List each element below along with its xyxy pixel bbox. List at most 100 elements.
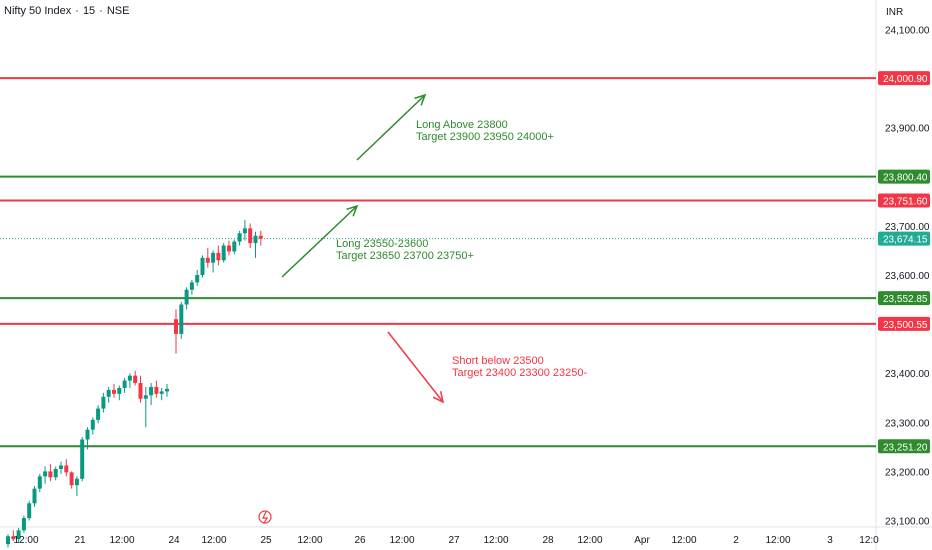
title-separator: · [75, 5, 79, 17]
chart-title: Nifty 50 Index · 15 · NSE [4, 5, 129, 17]
candle-body [6, 536, 10, 545]
level-price-label: 23,251.20 [883, 442, 928, 453]
candle-body [179, 304, 184, 334]
candle-body [237, 233, 242, 242]
candle-body [195, 275, 200, 283]
time-tick-label: 24 [168, 535, 180, 546]
candle-body [90, 419, 95, 430]
candle-body [227, 245, 231, 252]
annotation-text: Long Above 23800 [416, 119, 508, 131]
level-price-tag [878, 291, 930, 306]
candle-body [232, 241, 237, 252]
price-tick-label: 23,100.00 [885, 517, 930, 528]
candle-body [154, 386, 159, 394]
annotation-text: Target 23400 23300 23250- [452, 367, 588, 379]
candle-body [37, 476, 42, 489]
time-tick-label: 28 [542, 535, 554, 546]
time-tick-label: 12:00 [483, 535, 508, 546]
candle-body [96, 408, 101, 420]
price-tick-label: 23,300.00 [885, 418, 930, 429]
exchange: NSE [106, 5, 130, 17]
interval[interactable]: 15 [82, 5, 96, 17]
time-tick-label: 26 [354, 535, 366, 546]
arrow-head [432, 391, 445, 404]
candle-body [59, 465, 63, 469]
candle-body [205, 257, 210, 263]
lightning-icon [262, 511, 269, 524]
time-tick-label: 2 [733, 535, 739, 546]
time-tick-label: 25 [260, 535, 272, 546]
time-axis: 12:00 21 12:00 24 12:00 25 12:00 26 12:00 27 12:00… [13, 510, 879, 546]
candle-body [221, 245, 226, 261]
candle-body [69, 472, 74, 486]
time-tick-label: 12:00 [389, 535, 414, 546]
candle-body [122, 380, 127, 388]
annotation-text: Target 23650 23700 23750+ [336, 250, 474, 262]
title-separator: · [99, 5, 103, 17]
time-tick-label: 12:00 [577, 535, 602, 546]
level-price-label: 24,000.90 [883, 74, 928, 85]
price-tick-label: 23,200.00 [885, 467, 930, 478]
candle-body [184, 289, 189, 305]
level-price-label: 23,500.55 [883, 320, 928, 331]
time-tick-label: 12:00 [765, 535, 790, 546]
candle-body [127, 375, 132, 381]
time-tick-label: 12:00 [297, 535, 322, 546]
price-tick-label: 23,900.00 [885, 124, 930, 135]
candle-body [242, 228, 247, 234]
candle-body [27, 503, 32, 519]
candle-body [165, 388, 169, 392]
candle-body [258, 235, 263, 239]
candle-body [138, 383, 143, 399]
candle-body [200, 257, 205, 275]
currency-label[interactable]: INR [886, 7, 904, 18]
candle-body [211, 252, 216, 263]
candle-body [189, 282, 194, 290]
candle-body [85, 429, 90, 440]
time-tick-label: 12:0 [859, 535, 879, 546]
candle-body [253, 235, 258, 244]
arrow-line [281, 205, 358, 278]
time-tick-label: 3 [827, 535, 833, 546]
level-price-label: 23,800.40 [883, 173, 928, 184]
level-price-label: 23,751.60 [883, 197, 928, 208]
candle-body [80, 439, 85, 479]
level-price-tag [878, 71, 930, 86]
candle-body [21, 518, 26, 531]
arrows [281, 93, 445, 404]
time-tick-label: 12:00 [201, 535, 226, 546]
time-tick-label: 21 [74, 535, 86, 546]
time-tick-label: 27 [448, 535, 460, 546]
arrow-line [356, 94, 426, 161]
time-tick-label: 12:00 [13, 535, 38, 546]
candle-body [53, 468, 58, 478]
horizontal-levels [0, 77, 876, 448]
candle-body [32, 488, 37, 504]
price-tick-label: 23,600.00 [885, 271, 930, 282]
candles [6, 220, 263, 548]
level-price-tag [878, 439, 930, 454]
candle-body [143, 395, 148, 399]
candle-body [248, 228, 253, 244]
candle-body [133, 375, 138, 384]
level-price-tag [878, 169, 930, 184]
candle-body [64, 465, 69, 473]
event-marker-icon [258, 510, 272, 524]
annotation-text: Short below 23500 [452, 355, 544, 367]
price-tick-label: 24,100.00 [885, 25, 930, 36]
last-price-tag [878, 231, 930, 246]
candle-body [106, 389, 111, 397]
annotation-text: Long 23550-23600 [336, 238, 428, 250]
time-tick-label: 12:00 [109, 535, 134, 546]
arrow-line [387, 331, 444, 403]
level-price-label: 23,552.85 [883, 294, 928, 305]
arrow-head [346, 204, 359, 217]
candle-body [11, 536, 16, 540]
candle-body [48, 471, 53, 478]
price-tick-label: 23,700.00 [885, 222, 930, 233]
price-tick-label: 23,400.00 [885, 369, 930, 380]
